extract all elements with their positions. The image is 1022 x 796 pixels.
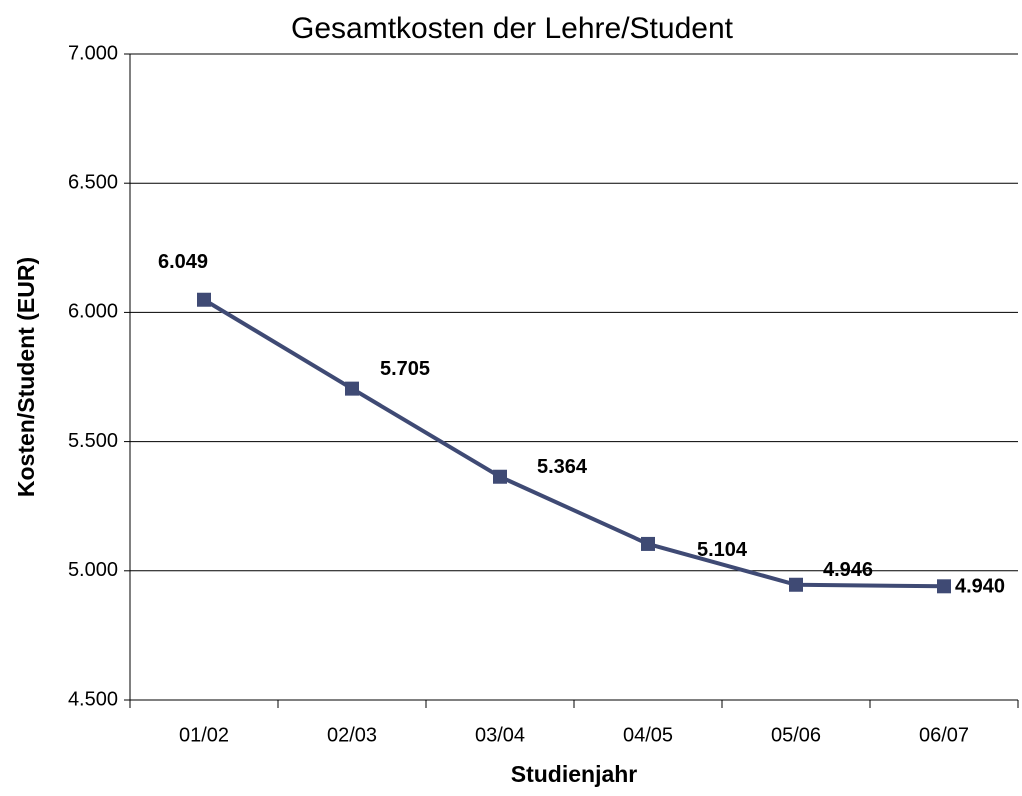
x-tick-label: 06/07 [919, 724, 969, 746]
marker [937, 579, 951, 594]
marker [345, 381, 359, 396]
x-tick-label: 05/06 [771, 724, 821, 746]
data-label: 6.049 [158, 251, 208, 273]
marker [493, 469, 507, 484]
x-tick-label: 03/04 [475, 724, 525, 746]
y-tick-label: 6.000 [68, 301, 118, 323]
x-axis-title: Studienjahr [511, 761, 638, 787]
marker [197, 292, 211, 307]
x-tick-label: 04/05 [623, 724, 673, 746]
y-tick-label: 5.500 [68, 430, 118, 452]
y-axis-title: Kosten/Student (EUR) [13, 257, 39, 497]
data-label: 5.705 [380, 358, 430, 380]
data-label: 4.940 [955, 576, 1005, 598]
x-tick-label: 02/03 [327, 724, 377, 746]
y-tick-label: 6.500 [68, 171, 118, 193]
y-tick-label: 5.000 [68, 559, 118, 581]
line [202, 298, 945, 589]
data-label: 5.104 [697, 539, 748, 561]
x-tick-label: 01/02 [179, 724, 229, 746]
data-label: 4.946 [823, 559, 873, 581]
data-label: 5.364 [537, 456, 588, 478]
marker [789, 577, 803, 592]
marker [641, 536, 655, 551]
chart-title: Gesamtkosten der Lehre/Student [291, 12, 734, 45]
y-tick-label: 4.500 [68, 688, 118, 710]
y-tick-label: 7.000 [68, 42, 118, 64]
